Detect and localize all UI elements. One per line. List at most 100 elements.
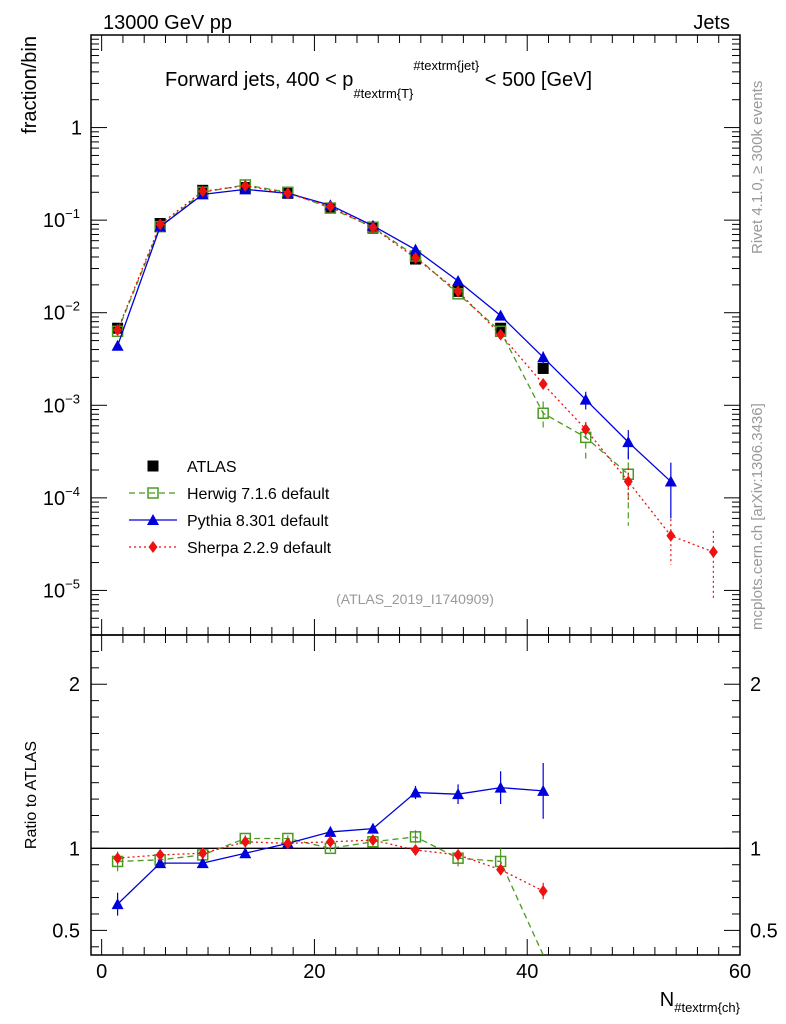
legend-entry: Pythia 8.301 default <box>129 513 329 530</box>
ratio-point <box>325 835 335 848</box>
legend-marker <box>147 514 159 525</box>
data-point <box>453 285 463 298</box>
data-point <box>325 200 335 213</box>
ratio-tick-label-right: 2 <box>750 674 761 696</box>
ratio-point <box>453 848 463 861</box>
plot-title-sub: #textrm{T} <box>353 86 414 101</box>
plot-title: Forward jets, 400 < p#textrm{T} #textrm{j… <box>165 58 592 101</box>
ratio-point <box>496 863 506 876</box>
data-point <box>198 185 208 198</box>
ratio-point <box>368 834 378 847</box>
x-axis-label-main: N <box>660 989 674 1011</box>
legend-label: ATLAS <box>187 459 237 476</box>
legend-label: Sherpa 2.2.9 default <box>187 540 332 557</box>
x-tick-label: 40 <box>516 961 538 983</box>
ratio-point <box>538 885 548 897</box>
legend-marker <box>147 487 159 499</box>
plot-title-main: Forward jets, 400 < p <box>165 69 353 91</box>
ratio-point <box>111 898 124 910</box>
data-point <box>666 529 676 542</box>
data-point <box>537 362 549 374</box>
data-point <box>622 436 635 448</box>
legend-marker <box>147 460 159 472</box>
rivet-version-label: Rivet 4.1.0, ≥ 300k events <box>749 81 766 254</box>
ratio-point <box>155 848 165 861</box>
ratio-point <box>494 781 507 793</box>
ratio-point <box>283 837 293 850</box>
data-point <box>155 218 165 231</box>
ratio-point <box>113 852 123 865</box>
ratio-line <box>117 839 544 892</box>
ratio-point <box>366 822 379 834</box>
data-point <box>495 322 507 334</box>
ratio-point <box>452 788 465 800</box>
data-point <box>240 179 250 192</box>
y-tick-label: 10−5 <box>43 576 80 602</box>
data-point <box>113 324 123 337</box>
ratio-line <box>117 836 544 956</box>
x-tick-label: 0 <box>96 961 107 983</box>
ratio-point <box>409 831 422 843</box>
data-point <box>664 475 677 487</box>
plot-title-sup: #textrm{jet} <box>413 58 479 73</box>
ratio-point <box>240 835 250 848</box>
header-right-label: Jets <box>693 12 730 34</box>
ratio-plot-frame <box>90 634 741 956</box>
ratio-point <box>411 843 420 856</box>
x-tick-label: 20 <box>303 961 325 983</box>
y-tick-label: 10−4 <box>43 484 80 510</box>
ratio-point <box>409 786 422 798</box>
data-series <box>111 179 718 956</box>
ratio-tick-label-left: 1 <box>69 838 80 860</box>
legend-entry: Sherpa 2.2.9 default <box>129 540 332 557</box>
legend-entry: ATLAS <box>147 459 237 476</box>
y-tick-label: 10−1 <box>43 206 80 232</box>
plot-title-tail: < 500 [GeV] <box>479 69 592 91</box>
data-point <box>537 351 550 363</box>
x-axis-label-sub: #textrm{ch} <box>674 1000 740 1015</box>
data-point <box>708 546 718 559</box>
legend-marker <box>148 541 158 553</box>
header-left-label: 13000 GeV pp <box>103 12 232 34</box>
mcplots-label: mcplots.cern.ch [arXiv:1306.3436] <box>749 403 766 630</box>
data-point <box>579 393 592 405</box>
data-point <box>452 275 465 287</box>
y-tick-label: 10−2 <box>43 299 80 325</box>
series-sherpa <box>113 179 718 900</box>
x-axis-label: N#textrm{ch} <box>660 989 741 1015</box>
y-tick-label: 10−3 <box>43 391 80 417</box>
ratio-point <box>239 847 252 859</box>
data-point <box>283 187 293 200</box>
ratio-point <box>537 784 550 796</box>
data-point <box>581 423 591 436</box>
analysis-watermark: (ATLAS_2019_I1740909) <box>336 591 494 607</box>
legend-label: Herwig 7.1.6 default <box>187 486 330 503</box>
ratio-tick-label-left: 0.5 <box>52 920 80 942</box>
y-axis-label: fraction/bin <box>19 36 41 134</box>
ratio-point <box>154 857 167 869</box>
ratio-point <box>198 847 208 860</box>
axis-ticks: 0 20 40 60 10−5 10−4 10−3 10−2 10−1 1 0.5 0.5 1 1 2 2 <box>43 34 778 983</box>
data-point <box>538 377 548 390</box>
data-point <box>111 339 124 351</box>
data-point <box>496 328 506 341</box>
data-point <box>368 221 378 234</box>
series-line <box>116 188 672 483</box>
ratio-point <box>196 857 209 869</box>
series-line <box>116 185 714 553</box>
data-point <box>494 309 507 321</box>
legend: ATLAS Herwig 7.1.6 default Pythia 8.301 de… <box>129 459 332 557</box>
data-point <box>411 251 420 264</box>
x-tick-label: 60 <box>729 961 751 983</box>
ratio-tick-label-right: 1 <box>750 838 761 860</box>
ratio-y-axis-label: Ratio to ATLAS <box>23 741 40 849</box>
legend-label: Pythia 8.301 default <box>187 513 329 530</box>
data-point <box>623 475 633 488</box>
ratio-tick-label-left: 2 <box>69 674 80 696</box>
legend-entry: Herwig 7.1.6 default <box>129 486 330 503</box>
data-point <box>537 407 549 420</box>
ratio-point <box>324 825 337 837</box>
y-tick-label: 1 <box>71 118 82 140</box>
ratio-tick-label-right: 0.5 <box>750 920 778 942</box>
